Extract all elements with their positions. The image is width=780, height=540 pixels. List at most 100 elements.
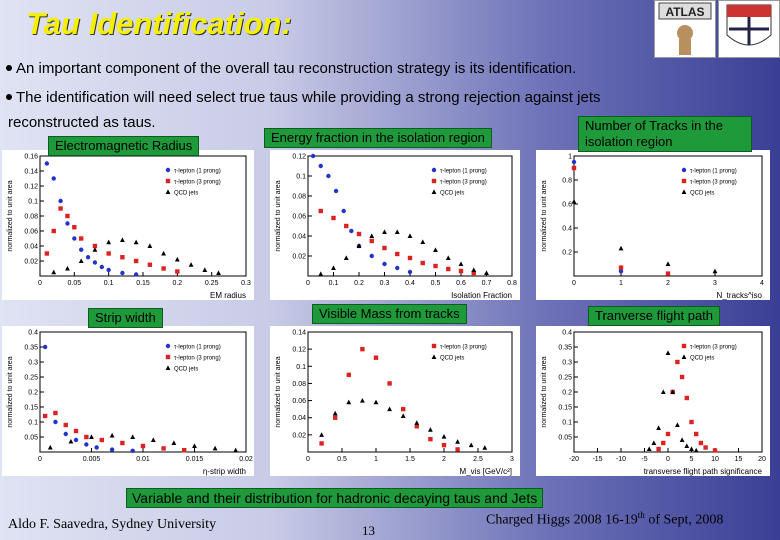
data-point	[420, 239, 426, 244]
data-point	[670, 389, 676, 394]
legend-marker	[431, 343, 437, 349]
data-point	[433, 263, 438, 269]
x-tick-label: 3	[510, 456, 514, 463]
data-point	[420, 260, 425, 266]
legend-label: τ-lepton (3 prong)	[440, 345, 487, 351]
conference-dates: 16-19	[605, 512, 638, 528]
data-point	[89, 434, 94, 439]
data-point	[182, 448, 187, 453]
data-point	[133, 258, 139, 264]
data-point	[394, 229, 400, 234]
legend-marker	[165, 365, 171, 370]
x-tick-label: 0.02	[239, 456, 253, 463]
y-tick-label: 0.2	[562, 250, 572, 257]
x-tick-label: 3	[713, 280, 717, 287]
x-tick-label: 1	[374, 456, 378, 463]
data-point	[428, 436, 433, 442]
legend-marker	[681, 178, 687, 184]
legend-marker	[165, 354, 171, 360]
data-point	[471, 270, 476, 276]
data-point	[63, 431, 68, 437]
data-point	[120, 237, 125, 242]
y-tick-label: 0.08	[24, 214, 38, 221]
y-tick-label: 0.1	[28, 199, 38, 206]
data-point	[216, 270, 221, 275]
x-tick-label: 0.2	[172, 280, 182, 287]
y-tick-label: 0.3	[562, 360, 572, 367]
y-tick-label: 0.08	[292, 194, 306, 201]
data-point	[318, 163, 323, 169]
x-tick-label: 0	[306, 456, 310, 463]
y-axis-label: normalized to unit area	[541, 356, 548, 427]
data-point	[332, 410, 338, 416]
legend-label: τ-lepton (1 prong)	[690, 169, 737, 175]
data-point	[694, 431, 699, 437]
data-point	[51, 176, 56, 181]
data-point	[65, 213, 70, 219]
caption: Variable and their distribution for hadr…	[126, 488, 544, 508]
data-point	[84, 434, 89, 440]
data-point	[53, 419, 58, 425]
data-point	[407, 255, 413, 261]
data-point	[85, 255, 91, 260]
data-point	[106, 239, 112, 245]
x-axis-label: EM radius	[210, 291, 246, 300]
legend-label: QCD jets	[174, 367, 198, 373]
label-em-radius: Electromagnetic Radius	[48, 136, 200, 156]
data-point	[373, 355, 379, 360]
y-tick-label: 0.12	[292, 347, 306, 354]
data-point	[414, 424, 419, 429]
data-point	[78, 258, 84, 263]
y-tick-label: 0.15	[558, 405, 572, 412]
data-point	[369, 238, 374, 244]
data-point	[571, 199, 577, 204]
svg-text:ATLAS: ATLAS	[665, 5, 704, 19]
y-tick-label: 0.4	[562, 226, 572, 233]
y-axis-label: normalized to unit area	[541, 180, 548, 251]
data-point	[92, 243, 98, 249]
data-point	[346, 372, 351, 378]
data-point	[349, 228, 354, 234]
data-point	[72, 236, 77, 241]
data-point	[310, 153, 316, 159]
data-point	[212, 445, 218, 451]
x-tick-label: 0.5	[431, 280, 441, 287]
data-point	[656, 425, 661, 430]
data-point	[382, 229, 387, 234]
legend-marker	[431, 189, 437, 194]
data-point	[79, 247, 84, 252]
data-point	[661, 440, 666, 446]
legend-label: τ-lepton (3 prong)	[174, 180, 221, 186]
y-tick-label: 0.35	[24, 345, 38, 352]
y-tick-label: 0.12	[24, 184, 38, 191]
data-point	[369, 233, 375, 238]
x-tick-label: 0.6	[456, 280, 466, 287]
legend-label: τ-lepton (1 prong)	[440, 169, 487, 175]
legend-marker	[681, 189, 687, 194]
atlas-logo: ATLAS	[654, 0, 716, 58]
legend-label: τ-lepton (3 prong)	[690, 180, 737, 186]
data-point	[79, 236, 84, 241]
y-tick-label: 0.06	[292, 214, 306, 221]
bullet-continuation: reconstructed as taus.	[8, 114, 156, 131]
data-point	[65, 265, 70, 271]
x-axis-label: M_vis [GeV/c²]	[460, 467, 512, 476]
data-point	[51, 269, 57, 275]
data-point	[147, 243, 153, 248]
data-point	[161, 446, 166, 451]
data-point	[395, 265, 400, 271]
data-point	[441, 442, 447, 448]
bullet-1: An important component of the overall ta…	[6, 60, 576, 77]
data-point	[42, 344, 48, 350]
data-point	[99, 264, 105, 270]
y-axis-label: normalized to unit area	[7, 356, 14, 427]
y-tick-label: 0.2	[28, 390, 38, 397]
data-point	[675, 359, 680, 365]
data-point	[106, 267, 111, 273]
data-point	[703, 445, 708, 450]
data-point	[571, 159, 577, 165]
data-point	[47, 444, 53, 450]
x-tick-label: -10	[616, 456, 626, 463]
y-tick-label: 0.16	[24, 154, 38, 161]
x-tick-label: 0	[38, 280, 42, 287]
